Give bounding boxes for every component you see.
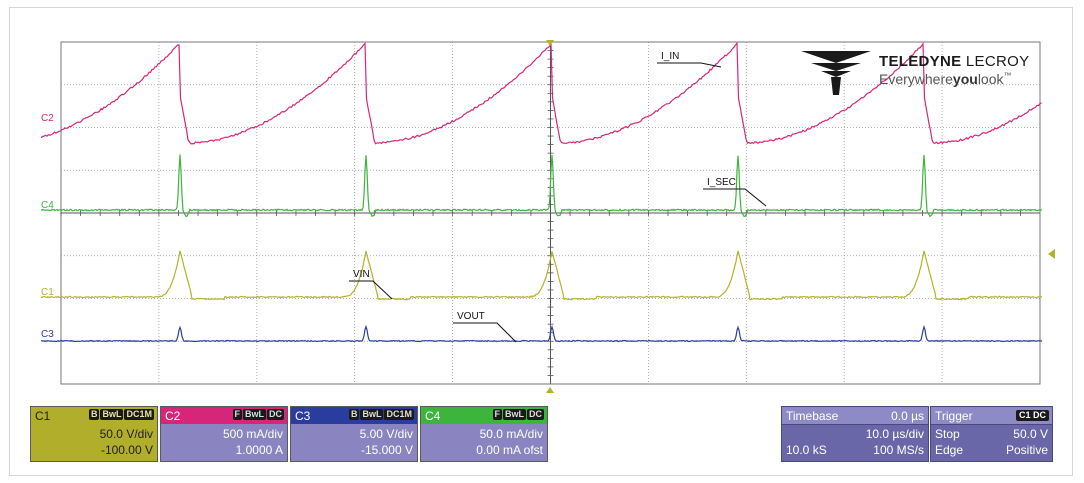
trace-label-c4: C4 [41, 200, 54, 211]
channel-tag: BwL [503, 409, 526, 420]
channel-tag: F [233, 409, 243, 420]
channel-tag: BwL [360, 409, 383, 420]
trace-c4 [41, 155, 1042, 217]
trigger-time-marker-top [546, 40, 554, 46]
annotation-c4: I_SEC [707, 177, 736, 188]
trigger-level-marker [1048, 249, 1055, 259]
trigger-source-badge: C1 DC [1016, 410, 1049, 421]
timebase-samples: 10.0 kS [786, 443, 827, 457]
channel-offset: -100.00 V [101, 443, 153, 457]
timebase-per-div: 10.0 µs/div [866, 427, 924, 441]
brand-tagline-c: look [978, 71, 1004, 87]
channel-tag: BwL [243, 409, 266, 420]
trace-label-c2: C2 [41, 113, 54, 124]
trace-label-c1: C1 [41, 287, 54, 298]
timebase-label: Timebase [786, 409, 838, 423]
channel-tag: BwL [100, 409, 123, 420]
teledyne-logo-icon [801, 49, 871, 99]
trace-c3 [41, 327, 1042, 342]
annotation-leader [349, 281, 392, 299]
trigger-mode: Stop [935, 427, 960, 441]
brand-name-bold: TELEDYNE [879, 53, 961, 70]
channel-tag: DC [527, 409, 544, 420]
channel-offset: -15.000 V [361, 443, 413, 457]
channel-id: C4 [425, 409, 440, 423]
channel-tag: F [493, 409, 503, 420]
channel-panel-c3[interactable]: C3 B BwL DC1M 5.00 V/div -15.000 V [290, 406, 418, 462]
channel-id: C1 [35, 409, 50, 423]
oscilloscope-frame: I_IN I_SEC VIN VOUT C2 C4 C1 C3 TELEDYNE LE… [9, 7, 1073, 476]
trace-c1 [41, 251, 1042, 300]
brand-tagline-b: you [953, 71, 978, 87]
trigger-time-marker-bottom [546, 387, 554, 393]
channel-scale: 50.0 V/div [100, 427, 153, 441]
annotation-leader [453, 323, 516, 342]
trigger-type: Edge [935, 443, 963, 457]
annotation-c2: I_IN [661, 51, 679, 62]
trigger-label: Trigger [935, 409, 973, 423]
teledyne-lecroy-logo: TELEDYNE LECROY Everywhereyoulook™ [801, 49, 871, 104]
trace-label-c3: C3 [41, 329, 54, 340]
channel-scale: 500 mA/div [223, 427, 283, 441]
annotation-c1: VIN [353, 269, 370, 280]
timebase-panel[interactable]: Timebase 0.0 µs 10.0 µs/div 10.0 kS 100 … [781, 406, 929, 462]
channel-scale: 5.00 V/div [360, 427, 413, 441]
annotation-leader [703, 189, 766, 206]
annotation-c3: VOUT [457, 311, 485, 322]
channel-id: C3 [295, 409, 310, 423]
channel-tag: DC1M [124, 409, 154, 420]
channel-panel-c1[interactable]: C1 B BwL DC1M 50.0 V/div -100.00 V [30, 406, 158, 462]
channel-id: C2 [165, 409, 180, 423]
channel-offset: 0.00 mA ofst [476, 443, 543, 457]
brand-tagline-a: Everywhere [879, 71, 953, 87]
timebase-rate: 100 MS/s [873, 443, 924, 457]
channel-tag: B [349, 409, 360, 420]
channel-scale: 50.0 mA/div [480, 427, 543, 441]
channel-panel-c4[interactable]: C4 F BwL DC 50.0 mA/div 0.00 mA ofst [420, 406, 548, 462]
trigger-level: 50.0 V [1013, 427, 1048, 441]
channel-tag: DC [267, 409, 284, 420]
brand-tm: ™ [1004, 71, 1012, 80]
trigger-panel[interactable]: Trigger C1 DC Stop 50.0 V Edge Positive [930, 406, 1053, 462]
trigger-slope: Positive [1006, 443, 1048, 457]
channel-tag: B [89, 409, 100, 420]
timebase-delay: 0.0 µs [891, 409, 924, 423]
channel-panel-c2[interactable]: C2 F BwL DC 500 mA/div 1.0000 A [160, 406, 288, 462]
annotation-leader [657, 63, 721, 67]
channel-offset: 1.0000 A [236, 443, 283, 457]
brand-name-light: LECROY [961, 53, 1029, 70]
channel-tag: DC1M [384, 409, 414, 420]
